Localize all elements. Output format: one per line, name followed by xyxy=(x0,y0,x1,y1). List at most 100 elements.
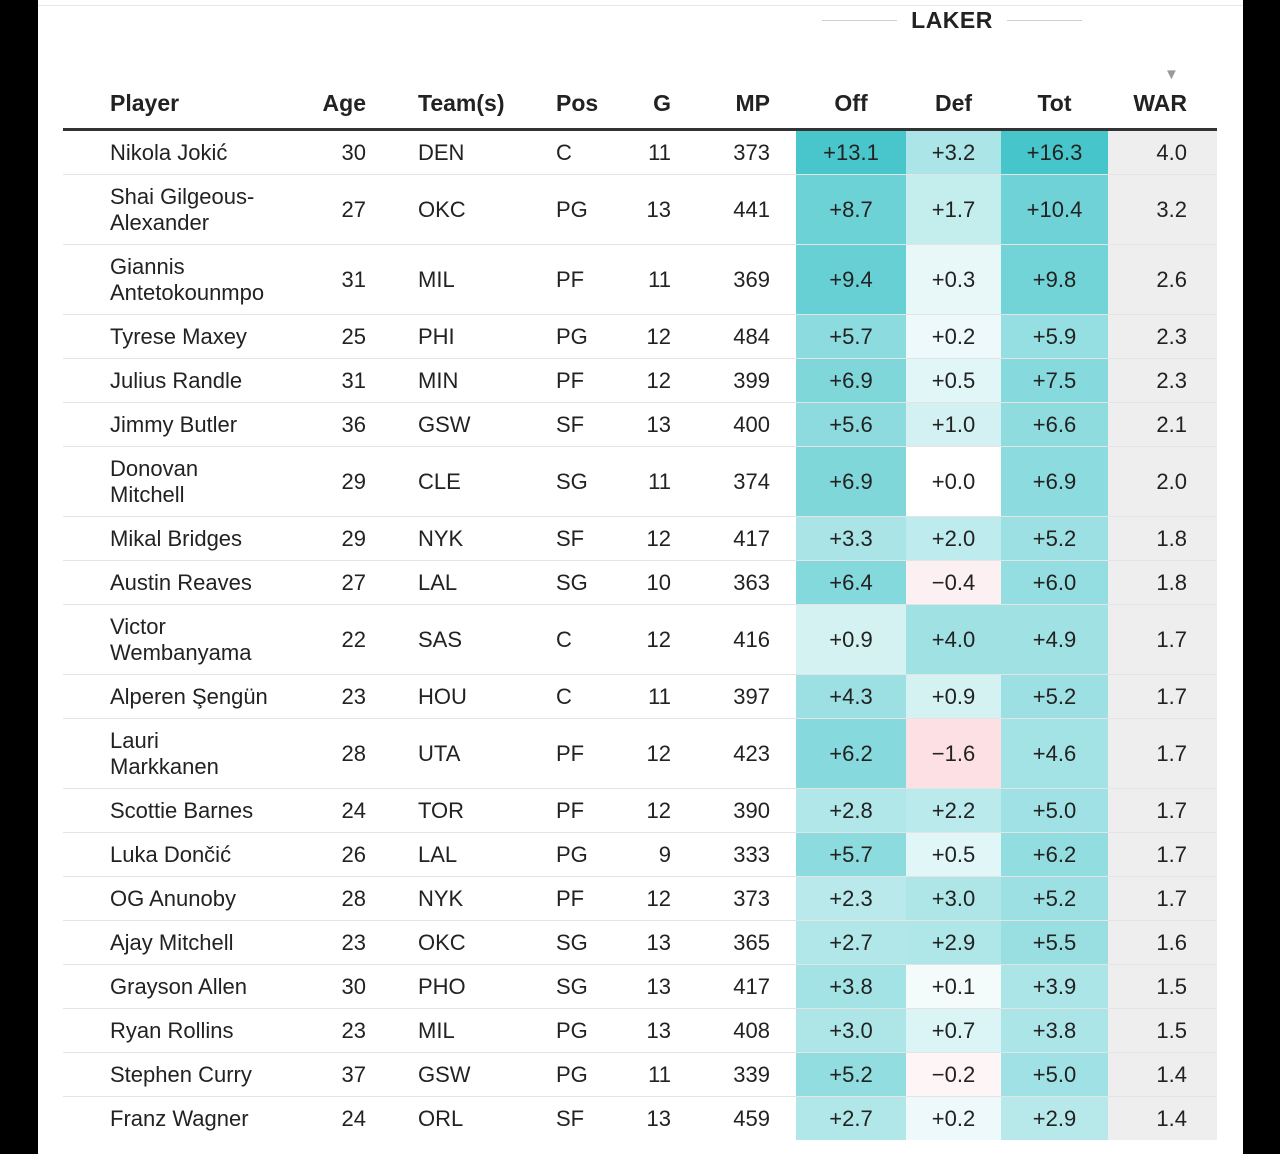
tot-cell: +6.6 xyxy=(1001,402,1108,447)
def-cell: +0.3 xyxy=(906,244,1001,315)
player-name[interactable]: Ajay Mitchell xyxy=(63,920,293,965)
column-header-team[interactable]: Team(s) xyxy=(388,78,538,131)
table-row[interactable]: OG Anunoby 28 NYK PF 12 373 +2.3 +3.0 +5.2 1.7 xyxy=(63,876,1217,921)
minutes-cell: 441 xyxy=(693,174,796,245)
table-row[interactable]: Donovan Mitchell 29 CLE SG 11 374 +6.9 +0.0 +6.9 2… xyxy=(63,446,1217,517)
player-name[interactable]: Lauri Markkanen xyxy=(63,718,293,789)
column-header-tot[interactable]: Tot xyxy=(1001,78,1108,131)
tot-cell: +6.0 xyxy=(1001,560,1108,605)
player-name[interactable]: OG Anunoby xyxy=(63,876,293,921)
off-cell: +13.1 xyxy=(796,129,906,175)
position-cell: SF xyxy=(556,1105,585,1131)
table-row[interactable]: Scottie Barnes 24 TOR PF 12 390 +2.8 +2.2 +5.0 1.… xyxy=(63,788,1217,833)
player-name[interactable]: Alperen Şengün xyxy=(63,674,293,719)
column-header-off[interactable]: Off xyxy=(796,78,906,131)
war-cell: 1.7 xyxy=(1108,788,1217,833)
def-cell: +0.0 xyxy=(906,446,1001,517)
player-name[interactable]: Donovan Mitchell xyxy=(63,446,293,517)
stats-page: LAKER ▼ Player Age Team(s) Pos G MP Off … xyxy=(38,0,1243,1154)
position-cell: PF xyxy=(538,718,628,789)
player-name[interactable]: Scottie Barnes xyxy=(63,788,293,833)
minutes-cell: 459 xyxy=(733,1105,770,1131)
player-name[interactable]: Franz Wagner xyxy=(110,1105,249,1131)
war-cell: 1.4 xyxy=(1108,1096,1217,1140)
player-name[interactable]: Ryan Rollins xyxy=(63,1008,293,1053)
minutes-cell: 397 xyxy=(693,674,796,719)
table-row[interactable]: Lauri Markkanen 28 UTA PF 12 423 +6.2 −1.6 +4.6 1.… xyxy=(63,718,1217,789)
team-cell: UTA xyxy=(388,718,538,789)
player-name[interactable]: Jimmy Butler xyxy=(63,402,293,447)
off-cell: +0.9 xyxy=(796,604,906,675)
position-cell: C xyxy=(538,604,628,675)
table-row[interactable]: Julius Randle 31 MIN PF 12 399 +6.9 +0.5 +7.5 2.3 xyxy=(63,358,1217,403)
minutes-cell: 423 xyxy=(693,718,796,789)
column-header-pos[interactable]: Pos xyxy=(538,78,628,131)
table-row[interactable]: Stephen Curry 37 GSW PG 11 339 +5.2 −0.2 +5.0 1.4 xyxy=(63,1052,1217,1097)
off-cell: +2.7 xyxy=(796,1096,906,1140)
table-row[interactable]: Nikola Jokić 30 DEN C 11 373 +13.1 +3.2 +16.3 4.0 xyxy=(63,129,1217,175)
player-name[interactable]: Julius Randle xyxy=(63,358,293,403)
table-row[interactable]: Tyrese Maxey 25 PHI PG 12 484 +5.7 +0.2 +5.9 2.3 xyxy=(63,314,1217,359)
player-name[interactable]: Grayson Allen xyxy=(63,964,293,1009)
player-name[interactable]: Shai Gilgeous- Alexander xyxy=(63,174,293,245)
table-row[interactable]: Victor Wembanyama 22 SAS C 12 416 +0.9 +4.0 +4.9 1… xyxy=(63,604,1217,675)
table-row[interactable]: Giannis Antetokounmpo 31 MIL PF 11 369 +9.4 +0.3… xyxy=(63,244,1217,315)
position-cell: C xyxy=(538,674,628,719)
group-label: LAKER xyxy=(911,6,993,33)
table-row[interactable]: Austin Reaves 27 LAL SG 10 363 +6.4 −0.4 +6.0 1.8 xyxy=(63,560,1217,605)
table-row[interactable]: Ryan Rollins 23 MIL PG 13 408 +3.0 +0.7 +3.8 1.5 xyxy=(63,1008,1217,1053)
def-cell: −1.6 xyxy=(906,718,1001,789)
table-row[interactable]: Franz Wagner 24 ORL SF 13 459 +2.7 +0.2 +2.9 1.4 xyxy=(63,1096,1217,1140)
position-cell: PG xyxy=(538,174,628,245)
war-cell: 2.1 xyxy=(1108,402,1217,447)
table-row[interactable]: Alperen Şengün 23 HOU C 11 397 +4.3 +0.9 +5.2 1.7 xyxy=(63,674,1217,719)
table-row[interactable]: Grayson Allen 30 PHO SG 13 417 +3.8 +0.1 +3.9 1.5 xyxy=(63,964,1217,1009)
team-cell: OKC xyxy=(388,920,538,965)
table-row[interactable]: Ajay Mitchell 23 OKC SG 13 365 +2.7 +2.9 +5.5 1.6 xyxy=(63,920,1217,965)
column-header-war[interactable]: WAR xyxy=(1108,78,1217,131)
team-cell: LAL xyxy=(388,832,538,877)
position-cell: SG xyxy=(538,446,628,517)
age-cell: 23 xyxy=(293,920,388,965)
minutes-cell: 374 xyxy=(693,446,796,517)
player-name[interactable]: Luka Dončić xyxy=(63,832,293,877)
off-cell: +6.9 xyxy=(796,358,906,403)
table-row[interactable]: Luka Dončić 26 LAL PG 9 333 +5.7 +0.5 +6.2 1.7 xyxy=(63,832,1217,877)
player-name[interactable]: Victor Wembanyama xyxy=(63,604,293,675)
games-cell: 13 xyxy=(628,402,693,447)
games-cell: 13 xyxy=(628,1008,693,1053)
column-header-minutes[interactable]: MP xyxy=(693,78,796,131)
team-cell: MIN xyxy=(388,358,538,403)
player-name[interactable]: Giannis Antetokounmpo xyxy=(63,244,293,315)
column-header-def[interactable]: Def xyxy=(906,78,1001,131)
team-cell: LAL xyxy=(388,560,538,605)
war-cell: 1.7 xyxy=(1108,674,1217,719)
war-cell: 2.0 xyxy=(1108,446,1217,517)
table-row[interactable]: Shai Gilgeous- Alexander 27 OKC PG 13 441 +8.7 +… xyxy=(63,174,1217,245)
team-cell: MIL xyxy=(388,1008,538,1053)
group-rule-left xyxy=(822,19,898,21)
player-name[interactable]: Mikal Bridges xyxy=(63,516,293,561)
table-row[interactable]: Mikal Bridges 29 NYK SF 12 417 +3.3 +2.0 +5.2 1.8 xyxy=(63,516,1217,561)
tot-cell: +2.9 xyxy=(1001,1096,1108,1140)
player-name[interactable]: Nikola Jokić xyxy=(63,129,293,175)
games-cell: 12 xyxy=(628,314,693,359)
player-name[interactable]: Tyrese Maxey xyxy=(63,314,293,359)
games-cell: 12 xyxy=(628,876,693,921)
age-cell: 29 xyxy=(293,446,388,517)
team-cell: ORL xyxy=(418,1105,464,1131)
off-cell: +5.7 xyxy=(796,832,906,877)
column-header-games[interactable]: G xyxy=(628,78,693,131)
tot-cell: +6.2 xyxy=(1001,832,1108,877)
tot-cell: +10.4 xyxy=(1001,174,1108,245)
position-cell: PF xyxy=(538,876,628,921)
position-cell: PG xyxy=(538,314,628,359)
player-name[interactable]: Austin Reaves xyxy=(63,560,293,605)
column-header-player[interactable]: Player xyxy=(63,78,293,131)
column-header-age[interactable]: Age xyxy=(293,78,388,131)
team-cell: SAS xyxy=(388,604,538,675)
age-cell: 26 xyxy=(293,832,388,877)
table-row[interactable]: Jimmy Butler 36 GSW SF 13 400 +5.6 +1.0 +6.6 2.1 xyxy=(63,402,1217,447)
def-cell: +2.0 xyxy=(906,516,1001,561)
player-name[interactable]: Stephen Curry xyxy=(63,1052,293,1097)
